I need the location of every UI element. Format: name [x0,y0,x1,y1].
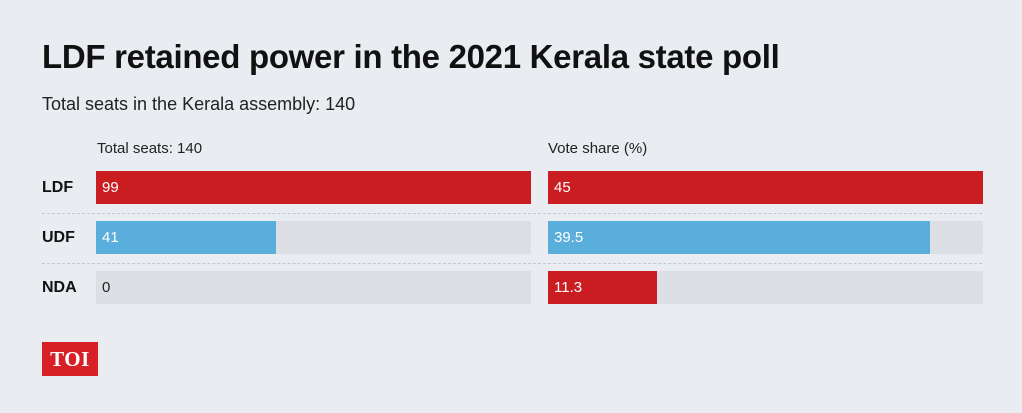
vote-share-track-ldf: 45 [548,171,983,204]
seats-value-label-udf: 41 [102,229,119,246]
chart-subtitle: Total seats in the Kerala assembly: 140 [42,94,356,114]
vote-share-bar-udf [548,221,930,254]
seats-track-ldf: 99 [96,171,531,204]
vote-share-panel-title: Vote share (%) [548,140,648,157]
row-label-udf: UDF [42,229,75,246]
row-separator [42,263,982,264]
vote-share-track-nda: 11.3 [548,271,983,304]
seats-value-label-nda: 0 [102,279,111,296]
vote-share-value-label-udf: 39.5 [554,229,584,246]
seats-bar-udf [96,221,277,254]
vote-share-bar-ldf [548,171,983,204]
vote-share-value-label-nda: 11.3 [554,279,583,296]
chart-title: LDF retained power in the 2021 Kerala st… [42,38,780,75]
seats-value-label-ldf: 99 [102,179,119,196]
seats-panel-title: Total seats: 140 [97,140,203,157]
toi-logo: TOI [42,342,98,376]
vote-share-value-label-ldf: 45 [554,179,571,196]
vote-share-track-udf: 39.5 [548,221,983,254]
row-label-ldf: LDF [42,179,74,196]
row-separator [42,213,982,214]
vote-share-bar-nda [548,271,658,304]
seats-track-udf: 41 [96,221,531,254]
row-label-nda: NDA [42,279,77,296]
seats-bar-ldf [96,171,531,204]
seats-track-nda: 0 [96,271,531,304]
